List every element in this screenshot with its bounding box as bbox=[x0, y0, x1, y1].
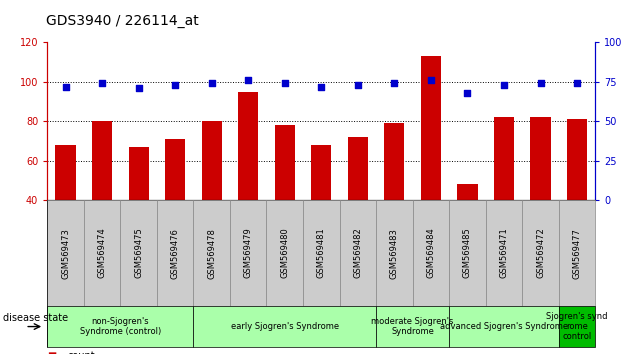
Point bbox=[170, 82, 180, 88]
Point bbox=[353, 82, 363, 88]
Text: GSM569471: GSM569471 bbox=[500, 228, 508, 279]
Point bbox=[134, 85, 144, 91]
Text: Sjogren's synd
rome
control: Sjogren's synd rome control bbox=[546, 312, 608, 342]
Bar bbox=[275, 125, 295, 279]
Bar bbox=[202, 121, 222, 279]
Text: GSM569485: GSM569485 bbox=[463, 228, 472, 279]
Bar bbox=[55, 145, 76, 279]
Text: GSM569475: GSM569475 bbox=[134, 228, 143, 279]
Text: GDS3940 / 226114_at: GDS3940 / 226114_at bbox=[47, 14, 199, 28]
Text: GSM569480: GSM569480 bbox=[280, 228, 289, 279]
Point bbox=[572, 81, 582, 86]
Bar bbox=[165, 139, 185, 279]
Point bbox=[243, 78, 253, 83]
Text: advanced Sjogren's Syndrome: advanced Sjogren's Syndrome bbox=[440, 322, 568, 331]
Text: GSM569483: GSM569483 bbox=[390, 228, 399, 279]
Bar bbox=[567, 119, 587, 279]
Bar bbox=[92, 121, 112, 279]
Text: GSM569476: GSM569476 bbox=[171, 228, 180, 279]
Text: GSM569482: GSM569482 bbox=[353, 228, 362, 279]
Text: GSM569479: GSM569479 bbox=[244, 228, 253, 279]
Point bbox=[389, 81, 399, 86]
Bar bbox=[238, 92, 258, 279]
Text: GSM569478: GSM569478 bbox=[207, 228, 216, 279]
Point bbox=[536, 81, 546, 86]
Text: disease state: disease state bbox=[3, 313, 68, 323]
Text: GSM569477: GSM569477 bbox=[573, 228, 581, 279]
Text: GSM569472: GSM569472 bbox=[536, 228, 545, 279]
Bar bbox=[530, 117, 551, 279]
Bar bbox=[494, 117, 514, 279]
Bar bbox=[457, 184, 478, 279]
Point bbox=[207, 81, 217, 86]
Text: non-Sjogren's
Syndrome (control): non-Sjogren's Syndrome (control) bbox=[80, 317, 161, 336]
Bar bbox=[421, 56, 441, 279]
Text: early Sjogren's Syndrome: early Sjogren's Syndrome bbox=[231, 322, 339, 331]
Text: GSM569484: GSM569484 bbox=[427, 228, 435, 279]
Point bbox=[499, 82, 509, 88]
Text: ■: ■ bbox=[47, 352, 57, 354]
Point bbox=[426, 78, 436, 83]
Bar bbox=[129, 147, 149, 279]
Bar bbox=[348, 137, 368, 279]
Text: GSM569481: GSM569481 bbox=[317, 228, 326, 279]
Text: GSM569474: GSM569474 bbox=[98, 228, 106, 279]
Point bbox=[280, 81, 290, 86]
Point bbox=[97, 81, 107, 86]
Point bbox=[60, 84, 71, 90]
Text: moderate Sjogren's
Syndrome: moderate Sjogren's Syndrome bbox=[372, 317, 454, 336]
Point bbox=[462, 90, 472, 96]
Point bbox=[316, 84, 326, 90]
Bar bbox=[384, 123, 404, 279]
Bar bbox=[311, 145, 331, 279]
Text: GSM569473: GSM569473 bbox=[61, 228, 70, 279]
Text: count: count bbox=[67, 352, 95, 354]
